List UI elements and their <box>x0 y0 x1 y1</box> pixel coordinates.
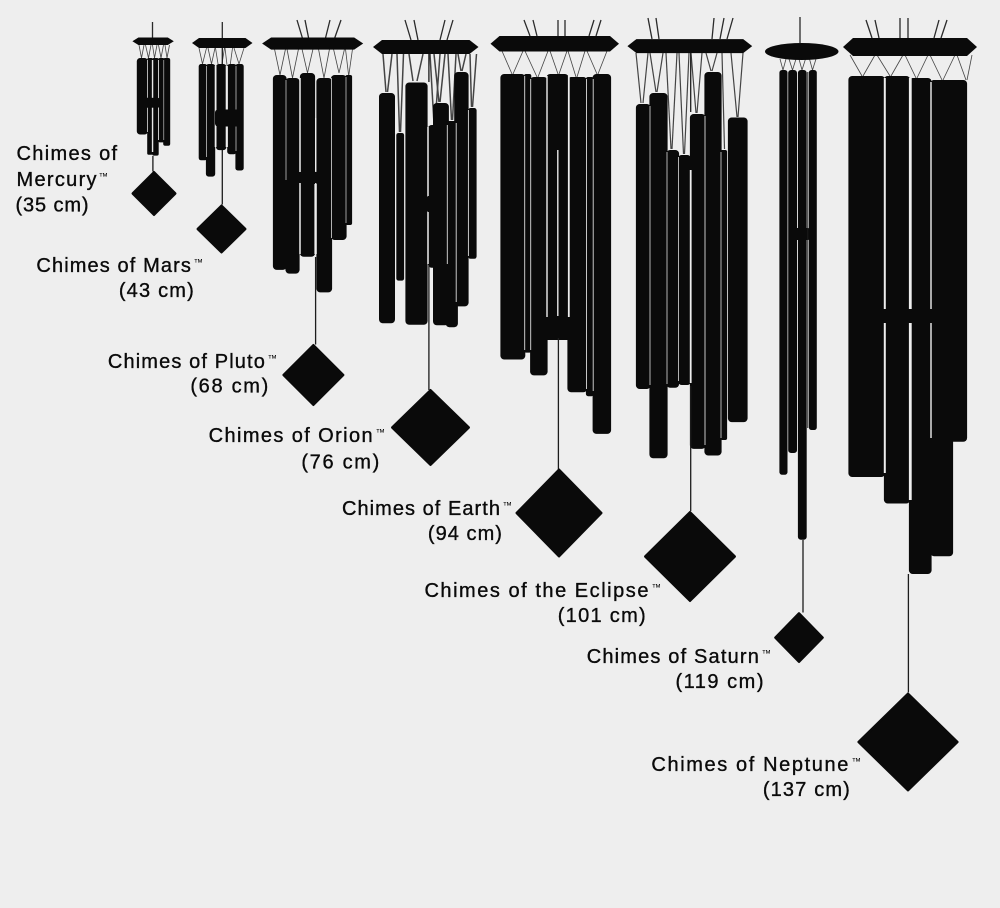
svg-text:Chimes of Mars: Chimes of Mars <box>36 255 192 277</box>
svg-text:™: ™ <box>99 172 109 183</box>
svg-text:(43 cm): (43 cm) <box>119 280 195 302</box>
svg-text:™: ™ <box>503 501 513 512</box>
svg-text:Chimes of Neptune: Chimes of Neptune <box>651 754 850 776</box>
svg-text:Chimes of Pluto: Chimes of Pluto <box>108 351 266 373</box>
svg-text:™: ™ <box>762 649 772 660</box>
svg-text:Chimes of the Eclipse: Chimes of the Eclipse <box>424 580 650 602</box>
svg-text:Mercury: Mercury <box>17 169 98 191</box>
svg-text:(119 cm): (119 cm) <box>675 671 765 693</box>
svg-text:(35 cm): (35 cm) <box>16 195 90 217</box>
svg-text:Chimes of Saturn: Chimes of Saturn <box>587 646 760 668</box>
svg-text:™: ™ <box>376 428 386 439</box>
svg-text:Chimes of Orion: Chimes of Orion <box>209 425 374 447</box>
svg-text:™: ™ <box>194 258 204 269</box>
svg-text:™: ™ <box>852 757 862 768</box>
svg-text:(101 cm): (101 cm) <box>558 605 647 627</box>
svg-text:(68 cm): (68 cm) <box>190 376 270 398</box>
svg-text:Chimes of Earth: Chimes of Earth <box>342 498 501 520</box>
svg-text:™: ™ <box>268 354 278 365</box>
svg-text:Chimes of: Chimes of <box>17 143 119 165</box>
svg-text:(76 cm): (76 cm) <box>301 452 381 474</box>
svg-text:™: ™ <box>652 583 662 594</box>
svg-text:(94 cm): (94 cm) <box>428 523 503 545</box>
svg-text:(137 cm): (137 cm) <box>763 779 851 801</box>
